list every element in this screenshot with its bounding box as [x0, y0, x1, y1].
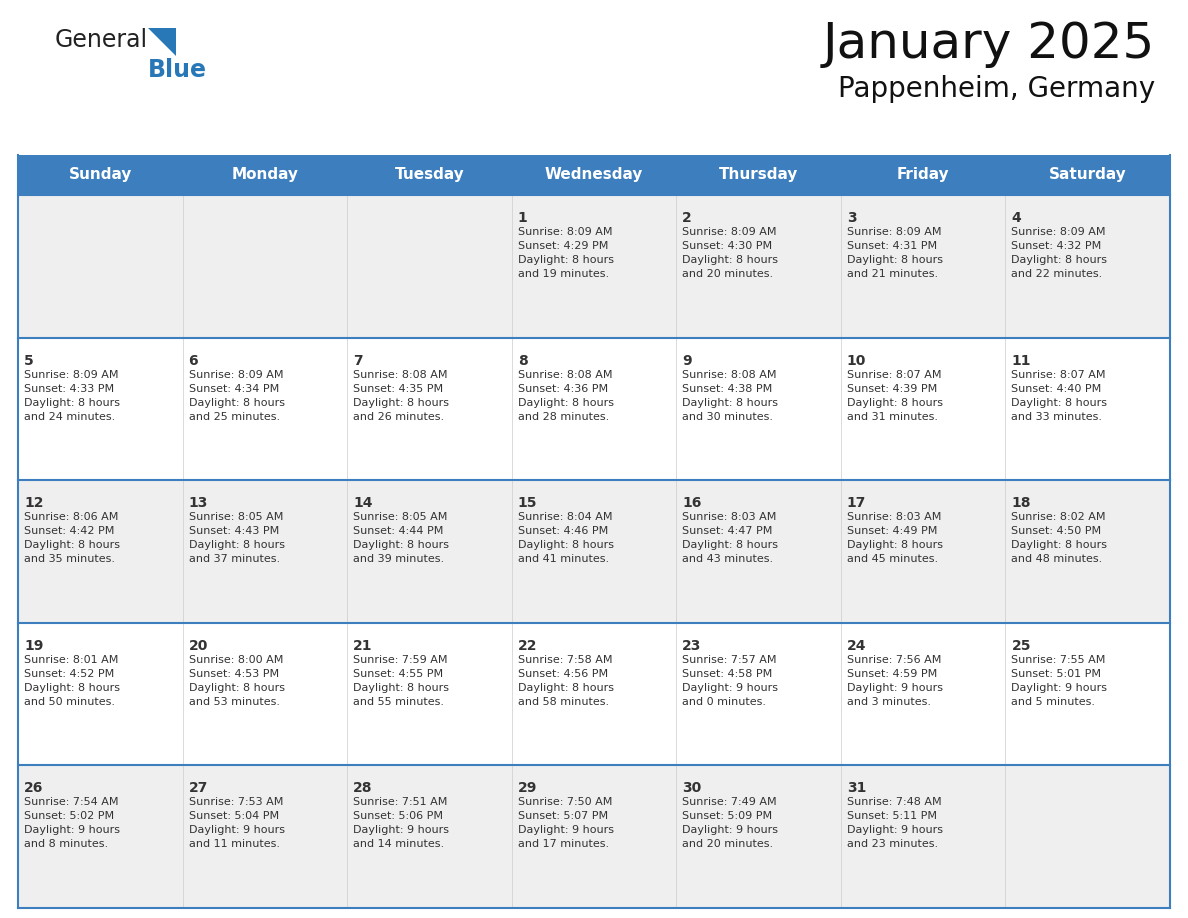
Bar — [18, 338, 1170, 480]
Text: 23: 23 — [682, 639, 702, 653]
Text: 17: 17 — [847, 497, 866, 510]
Text: 1: 1 — [518, 211, 527, 225]
Text: Sunrise: 8:09 AM
Sunset: 4:34 PM
Daylight: 8 hours
and 25 minutes.: Sunrise: 8:09 AM Sunset: 4:34 PM Dayligh… — [189, 370, 285, 421]
Text: 15: 15 — [518, 497, 537, 510]
Text: 10: 10 — [847, 353, 866, 367]
Text: 5: 5 — [24, 353, 33, 367]
Text: Sunrise: 8:05 AM
Sunset: 4:43 PM
Daylight: 8 hours
and 37 minutes.: Sunrise: 8:05 AM Sunset: 4:43 PM Dayligh… — [189, 512, 285, 565]
Text: 24: 24 — [847, 639, 866, 653]
Text: Sunrise: 7:51 AM
Sunset: 5:06 PM
Daylight: 9 hours
and 14 minutes.: Sunrise: 7:51 AM Sunset: 5:06 PM Dayligh… — [353, 798, 449, 849]
Text: 31: 31 — [847, 781, 866, 795]
Text: Wednesday: Wednesday — [545, 167, 643, 183]
Text: Sunday: Sunday — [69, 167, 132, 183]
Text: Thursday: Thursday — [719, 167, 798, 183]
Text: Monday: Monday — [232, 167, 298, 183]
Text: 22: 22 — [518, 639, 537, 653]
Text: Sunrise: 7:53 AM
Sunset: 5:04 PM
Daylight: 9 hours
and 11 minutes.: Sunrise: 7:53 AM Sunset: 5:04 PM Dayligh… — [189, 798, 285, 849]
Text: 7: 7 — [353, 353, 362, 367]
Bar — [841, 155, 1005, 195]
Text: Sunrise: 7:57 AM
Sunset: 4:58 PM
Daylight: 9 hours
and 0 minutes.: Sunrise: 7:57 AM Sunset: 4:58 PM Dayligh… — [682, 655, 778, 707]
Text: Sunrise: 7:58 AM
Sunset: 4:56 PM
Daylight: 8 hours
and 58 minutes.: Sunrise: 7:58 AM Sunset: 4:56 PM Dayligh… — [518, 655, 614, 707]
Text: Friday: Friday — [897, 167, 949, 183]
Text: Sunrise: 8:01 AM
Sunset: 4:52 PM
Daylight: 8 hours
and 50 minutes.: Sunrise: 8:01 AM Sunset: 4:52 PM Dayligh… — [24, 655, 120, 707]
Text: 19: 19 — [24, 639, 44, 653]
Text: General: General — [55, 28, 148, 52]
Bar — [347, 155, 512, 195]
Text: Sunrise: 7:54 AM
Sunset: 5:02 PM
Daylight: 9 hours
and 8 minutes.: Sunrise: 7:54 AM Sunset: 5:02 PM Dayligh… — [24, 798, 120, 849]
Text: 4: 4 — [1011, 211, 1022, 225]
Text: Sunrise: 8:08 AM
Sunset: 4:35 PM
Daylight: 8 hours
and 26 minutes.: Sunrise: 8:08 AM Sunset: 4:35 PM Dayligh… — [353, 370, 449, 421]
Text: Sunrise: 8:09 AM
Sunset: 4:33 PM
Daylight: 8 hours
and 24 minutes.: Sunrise: 8:09 AM Sunset: 4:33 PM Dayligh… — [24, 370, 120, 421]
Text: Sunrise: 7:55 AM
Sunset: 5:01 PM
Daylight: 9 hours
and 5 minutes.: Sunrise: 7:55 AM Sunset: 5:01 PM Dayligh… — [1011, 655, 1107, 707]
Text: Sunrise: 7:59 AM
Sunset: 4:55 PM
Daylight: 8 hours
and 55 minutes.: Sunrise: 7:59 AM Sunset: 4:55 PM Dayligh… — [353, 655, 449, 707]
Text: Sunrise: 7:49 AM
Sunset: 5:09 PM
Daylight: 9 hours
and 20 minutes.: Sunrise: 7:49 AM Sunset: 5:09 PM Dayligh… — [682, 798, 778, 849]
Bar — [183, 155, 347, 195]
Bar — [512, 155, 676, 195]
Bar — [18, 766, 1170, 908]
Bar — [18, 155, 183, 195]
Text: Sunrise: 8:04 AM
Sunset: 4:46 PM
Daylight: 8 hours
and 41 minutes.: Sunrise: 8:04 AM Sunset: 4:46 PM Dayligh… — [518, 512, 614, 565]
Text: 9: 9 — [682, 353, 691, 367]
Text: Sunrise: 7:48 AM
Sunset: 5:11 PM
Daylight: 9 hours
and 23 minutes.: Sunrise: 7:48 AM Sunset: 5:11 PM Dayligh… — [847, 798, 943, 849]
Text: Sunrise: 8:05 AM
Sunset: 4:44 PM
Daylight: 8 hours
and 39 minutes.: Sunrise: 8:05 AM Sunset: 4:44 PM Dayligh… — [353, 512, 449, 565]
Text: 28: 28 — [353, 781, 373, 795]
Bar — [18, 480, 1170, 622]
Text: Sunrise: 8:08 AM
Sunset: 4:36 PM
Daylight: 8 hours
and 28 minutes.: Sunrise: 8:08 AM Sunset: 4:36 PM Dayligh… — [518, 370, 614, 421]
Text: Sunrise: 7:56 AM
Sunset: 4:59 PM
Daylight: 9 hours
and 3 minutes.: Sunrise: 7:56 AM Sunset: 4:59 PM Dayligh… — [847, 655, 943, 707]
Bar — [1005, 155, 1170, 195]
Text: 25: 25 — [1011, 639, 1031, 653]
Text: 21: 21 — [353, 639, 373, 653]
Text: Saturday: Saturday — [1049, 167, 1126, 183]
Text: Sunrise: 8:08 AM
Sunset: 4:38 PM
Daylight: 8 hours
and 30 minutes.: Sunrise: 8:08 AM Sunset: 4:38 PM Dayligh… — [682, 370, 778, 421]
Text: Sunrise: 8:00 AM
Sunset: 4:53 PM
Daylight: 8 hours
and 53 minutes.: Sunrise: 8:00 AM Sunset: 4:53 PM Dayligh… — [189, 655, 285, 707]
Text: 12: 12 — [24, 497, 44, 510]
Text: Sunrise: 8:09 AM
Sunset: 4:30 PM
Daylight: 8 hours
and 20 minutes.: Sunrise: 8:09 AM Sunset: 4:30 PM Dayligh… — [682, 227, 778, 279]
Text: Pappenheim, Germany: Pappenheim, Germany — [838, 75, 1155, 103]
Text: 29: 29 — [518, 781, 537, 795]
Text: Tuesday: Tuesday — [394, 167, 465, 183]
Text: January 2025: January 2025 — [823, 20, 1155, 68]
Text: 26: 26 — [24, 781, 44, 795]
Text: 14: 14 — [353, 497, 373, 510]
Text: Sunrise: 8:09 AM
Sunset: 4:32 PM
Daylight: 8 hours
and 22 minutes.: Sunrise: 8:09 AM Sunset: 4:32 PM Dayligh… — [1011, 227, 1107, 279]
Text: Blue: Blue — [148, 58, 207, 82]
Text: 16: 16 — [682, 497, 702, 510]
Text: 30: 30 — [682, 781, 702, 795]
Text: Sunrise: 8:07 AM
Sunset: 4:40 PM
Daylight: 8 hours
and 33 minutes.: Sunrise: 8:07 AM Sunset: 4:40 PM Dayligh… — [1011, 370, 1107, 421]
Text: 6: 6 — [189, 353, 198, 367]
Bar — [676, 155, 841, 195]
Text: 18: 18 — [1011, 497, 1031, 510]
Text: 8: 8 — [518, 353, 527, 367]
Text: Sunrise: 7:50 AM
Sunset: 5:07 PM
Daylight: 9 hours
and 17 minutes.: Sunrise: 7:50 AM Sunset: 5:07 PM Dayligh… — [518, 798, 614, 849]
Text: 2: 2 — [682, 211, 693, 225]
Text: 27: 27 — [189, 781, 208, 795]
Bar — [18, 195, 1170, 338]
Text: Sunrise: 8:09 AM
Sunset: 4:29 PM
Daylight: 8 hours
and 19 minutes.: Sunrise: 8:09 AM Sunset: 4:29 PM Dayligh… — [518, 227, 614, 279]
Polygon shape — [148, 28, 176, 56]
Text: Sunrise: 8:06 AM
Sunset: 4:42 PM
Daylight: 8 hours
and 35 minutes.: Sunrise: 8:06 AM Sunset: 4:42 PM Dayligh… — [24, 512, 120, 565]
Text: Sunrise: 8:09 AM
Sunset: 4:31 PM
Daylight: 8 hours
and 21 minutes.: Sunrise: 8:09 AM Sunset: 4:31 PM Dayligh… — [847, 227, 943, 279]
Text: 13: 13 — [189, 497, 208, 510]
Text: Sunrise: 8:07 AM
Sunset: 4:39 PM
Daylight: 8 hours
and 31 minutes.: Sunrise: 8:07 AM Sunset: 4:39 PM Dayligh… — [847, 370, 943, 421]
Text: 11: 11 — [1011, 353, 1031, 367]
Text: Sunrise: 8:03 AM
Sunset: 4:49 PM
Daylight: 8 hours
and 45 minutes.: Sunrise: 8:03 AM Sunset: 4:49 PM Dayligh… — [847, 512, 943, 565]
Text: Sunrise: 8:02 AM
Sunset: 4:50 PM
Daylight: 8 hours
and 48 minutes.: Sunrise: 8:02 AM Sunset: 4:50 PM Dayligh… — [1011, 512, 1107, 565]
Bar — [18, 622, 1170, 766]
Text: 20: 20 — [189, 639, 208, 653]
Text: Sunrise: 8:03 AM
Sunset: 4:47 PM
Daylight: 8 hours
and 43 minutes.: Sunrise: 8:03 AM Sunset: 4:47 PM Dayligh… — [682, 512, 778, 565]
Text: 3: 3 — [847, 211, 857, 225]
